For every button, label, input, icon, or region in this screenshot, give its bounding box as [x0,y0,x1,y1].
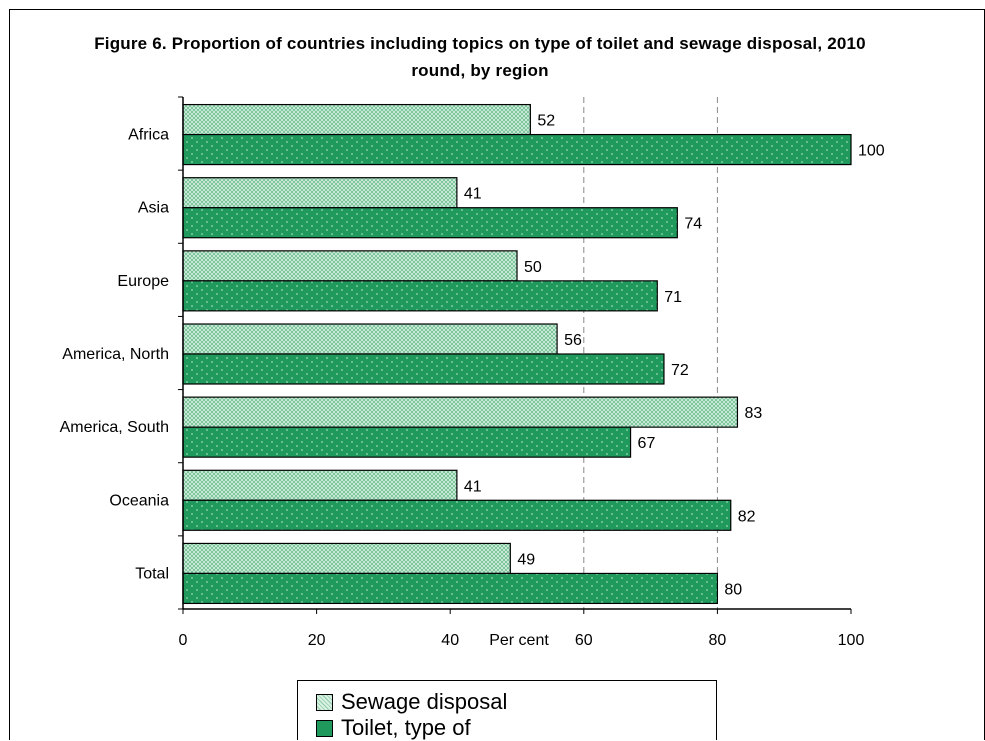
x-tick-label: 100 [838,632,865,649]
x-tick-label: 60 [575,632,593,649]
legend-swatch-sewage [316,693,333,711]
bar-toilet-3 [182,353,665,385]
chart-title: Figure 6. Proportion of countries includ… [94,34,866,80]
legend-label-toilet: Toilet, type of [341,715,471,740]
data-label: 50 [524,259,542,276]
category-label: Oceania [109,492,169,509]
bar-toilet-5 [182,499,732,531]
category-label: Asia [138,200,169,217]
data-label: 41 [464,478,482,495]
bar-sewage-4 [182,396,739,428]
bar-toilet-6 [182,572,719,605]
data-label: 56 [564,332,582,349]
category-label: Europe [117,273,169,290]
bar-sewage-3 [182,323,558,355]
category-label: Total [135,565,169,582]
category-label: America, South [60,419,169,436]
category-label: America, North [62,346,169,363]
gridlines [583,97,718,609]
x-tick-label: 20 [308,632,326,649]
legend: Sewage disposal Toilet, type of [297,680,717,740]
data-label: 83 [744,405,762,422]
category-label: Africa [128,127,169,144]
legend-swatch-toilet [316,719,333,737]
x-tick-label: 0 [179,632,188,649]
legend-item-sewage: Sewage disposal [316,689,507,715]
bar-toilet-2 [182,280,658,312]
bar-sewage-5 [182,469,458,501]
data-label: 72 [671,362,689,379]
bars [182,103,852,605]
bar-toilet-0 [182,133,852,166]
bar-toilet-4 [182,426,632,458]
bar-toilet-1 [182,207,678,239]
data-label: 52 [537,113,555,130]
bar-sewage-0 [182,103,531,136]
x-tick-label: 80 [709,632,727,649]
data-label: 82 [738,508,756,525]
data-label: 80 [724,581,742,598]
x-axis-title: Per cent [489,632,549,649]
data-label: 100 [858,143,885,160]
data-label: 71 [664,289,682,306]
axes [178,96,852,614]
bar-sewage-1 [182,177,458,209]
labels: 52 100 Africa 41 74 Asia 50 71 Europe 56 72 America… [60,113,885,649]
data-label: 67 [638,435,656,452]
data-label: 49 [517,551,535,568]
data-label: 41 [464,186,482,203]
data-label: 74 [684,216,702,233]
x-tick-label: 40 [441,632,459,649]
bar-sewage-6 [182,542,511,575]
legend-label-sewage: Sewage disposal [341,689,508,714]
bar-sewage-2 [182,250,518,282]
legend-item-toilet: Toilet, type of [316,715,471,741]
